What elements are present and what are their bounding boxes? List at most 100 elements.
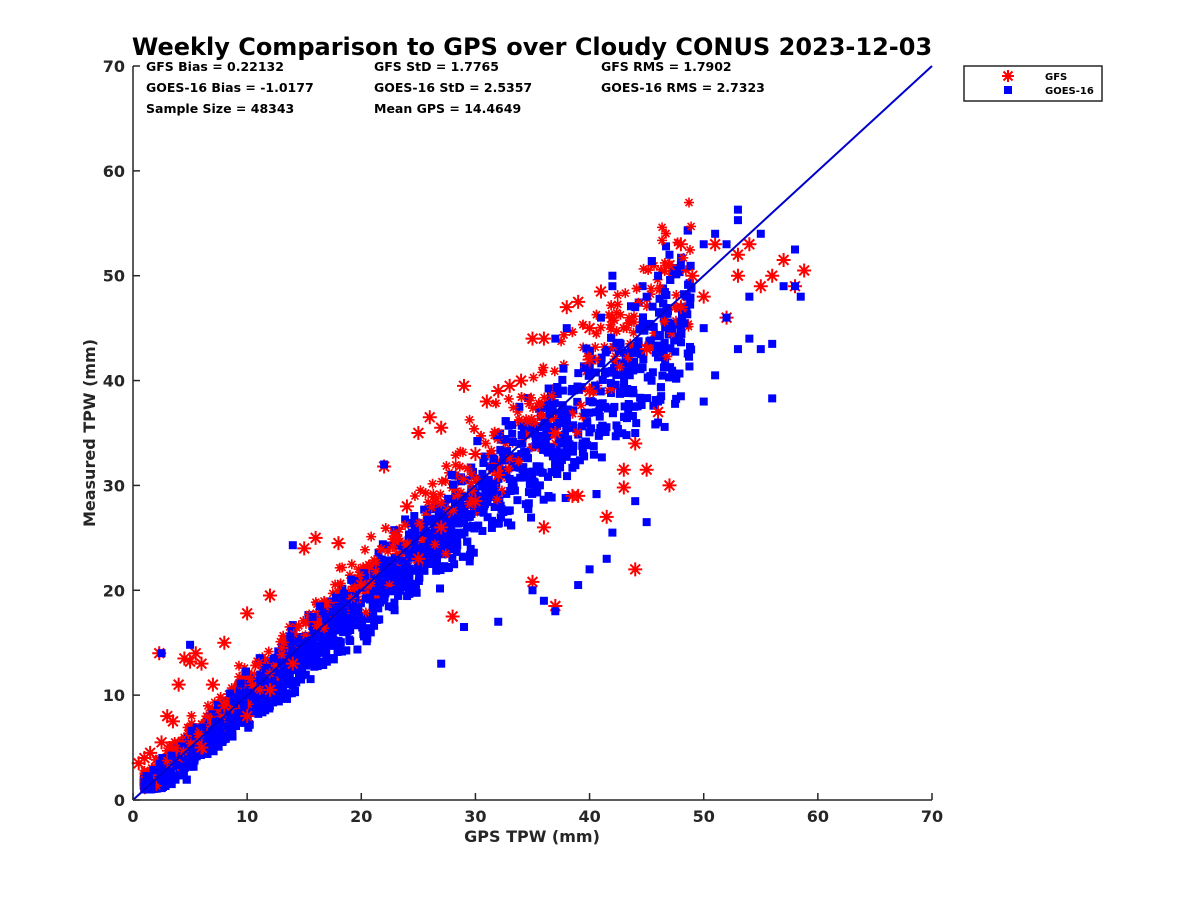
goes-point [551, 607, 560, 616]
goes-cloud-point [331, 637, 340, 646]
goes-cloud-point [578, 439, 587, 448]
goes-cloud-point [269, 655, 278, 664]
goes-cloud-point [459, 516, 468, 525]
stat-goes-bias: GOES-16 Bias = -1.0177 [146, 80, 314, 95]
goes-point [631, 303, 640, 312]
goes-cloud-point [647, 257, 656, 266]
goes-cloud-point [394, 591, 403, 600]
gfs-cloud-point [360, 544, 371, 555]
goes-cloud-point [606, 379, 615, 388]
gfs-cloud-point [284, 621, 295, 632]
goes-cloud-point [624, 409, 633, 418]
gfs-point [491, 467, 506, 482]
gfs-cloud-point [337, 562, 348, 573]
x-tick-label: 20 [350, 807, 372, 826]
goes-point [654, 397, 663, 406]
gfs-cloud-point [391, 548, 402, 559]
goes-cloud-point [179, 768, 188, 777]
goes-cloud-point [618, 370, 627, 379]
goes-cloud-point [329, 655, 338, 664]
y-axis-label: Measured TPW (mm) [80, 339, 99, 527]
goes-cloud-point [402, 567, 411, 576]
goes-cloud-point [264, 678, 273, 687]
goes-cloud-point [229, 698, 238, 707]
goes-cloud-point [245, 720, 254, 729]
gfs-cloud-point [319, 623, 330, 634]
goes-cloud-point [342, 646, 351, 655]
goes-cloud-point [509, 477, 518, 486]
gfs-point [434, 520, 449, 535]
goes-cloud-point [332, 593, 341, 602]
goes-cloud-point [648, 302, 657, 311]
goes-cloud-point [560, 430, 569, 439]
goes-cloud-point [562, 413, 571, 422]
goes-cloud-point [145, 772, 154, 781]
goes-cloud-point [488, 463, 497, 472]
goes-cloud-point [410, 512, 419, 521]
goes-cloud-point [562, 452, 571, 461]
goes-cloud-point [620, 412, 629, 421]
goes-cloud-point [601, 402, 610, 411]
goes-cloud-point [182, 743, 191, 752]
goes-cloud-point [192, 752, 201, 761]
goes-cloud-point [302, 661, 311, 670]
goes-cloud-point [646, 336, 655, 345]
goes-cloud-point [602, 367, 611, 376]
goes-cloud-point [209, 747, 218, 756]
gfs-point [194, 740, 209, 755]
goes-cloud-point [408, 518, 417, 527]
gfs-cloud-point [526, 442, 537, 453]
gfs-cloud-point [387, 542, 398, 553]
gfs-cloud-point [234, 671, 245, 682]
gfs-cloud-point [383, 546, 394, 557]
goes-cloud-point [615, 338, 624, 347]
goes-cloud-point [524, 504, 533, 513]
goes-cloud-point [531, 432, 540, 441]
goes-cloud-point [215, 723, 224, 732]
goes-cloud-point [494, 519, 503, 528]
goes-cloud-point [374, 573, 383, 582]
gfs-cloud-point [428, 491, 439, 502]
goes-cloud-point [312, 657, 321, 666]
goes-cloud-point [558, 375, 567, 384]
gfs-cloud-point [666, 328, 677, 339]
gfs-cloud-point [276, 649, 287, 660]
goes-cloud-point [190, 745, 199, 754]
gfs-cloud-point [504, 453, 515, 464]
gfs-cloud-point [528, 372, 539, 383]
goes-cloud-point [141, 778, 150, 787]
gfs-cloud-point [490, 398, 501, 409]
goes-cloud-point [325, 636, 334, 645]
goes-cloud-point [686, 293, 695, 302]
goes-point [642, 518, 651, 527]
goes-cloud-point [583, 419, 592, 428]
goes-cloud-point [213, 739, 222, 748]
goes-cloud-point [638, 316, 647, 325]
goes-cloud-point [628, 411, 637, 420]
gfs-cloud-point [521, 430, 532, 441]
goes-cloud-point [607, 367, 616, 376]
goes-cloud-point [241, 715, 250, 724]
stats-block: GFS Bias = 0.22132 GFS StD = 1.7765 GFS … [146, 59, 765, 116]
x-axis-label: GPS TPW (mm) [464, 827, 600, 846]
gfs-cloud-point [671, 290, 682, 301]
goes-cloud-point [545, 409, 554, 418]
gfs-cloud-point [649, 328, 660, 339]
gfs-cloud-point [606, 383, 617, 394]
gfs-cloud-point [162, 755, 173, 766]
goes-cloud-point [480, 452, 489, 461]
goes-cloud-point [533, 488, 542, 497]
goes-cloud-point [204, 718, 213, 727]
gfs-cloud-point [530, 417, 541, 428]
goes-cloud-point [322, 649, 331, 658]
goes-point [631, 497, 640, 506]
goes-cloud-point [223, 713, 232, 722]
goes-cloud-point [499, 452, 508, 461]
gfs-cloud-point [577, 319, 588, 330]
goes-cloud-point [294, 673, 303, 682]
gfs-cloud-point [659, 316, 670, 327]
goes-cloud-point [359, 569, 368, 578]
goes-cloud-point [424, 540, 433, 549]
goes-cloud-point [613, 425, 622, 434]
goes-cloud-point [615, 389, 624, 398]
